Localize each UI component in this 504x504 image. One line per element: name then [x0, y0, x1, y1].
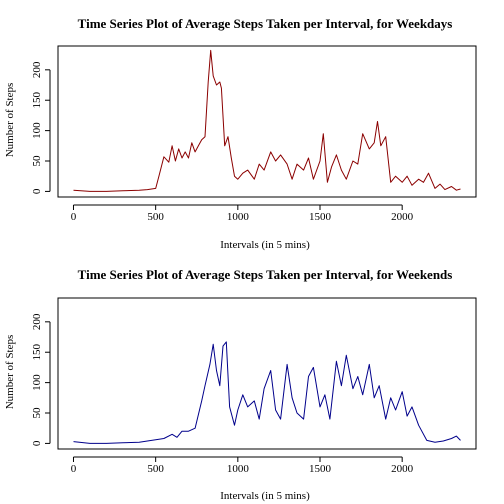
x-tick-label: 1000 [227, 463, 250, 475]
x-axis-label-weekdays: Intervals (in 5 mins) [220, 239, 310, 251]
series-line-weekdays [73, 49, 461, 192]
x-tick-label: 500 [147, 211, 164, 223]
x-tick-label: 2000 [391, 211, 414, 223]
weekdays-chart: Time Series Plot of Average Steps Taken … [4, 16, 477, 251]
y-tick-label: 0 [31, 188, 43, 194]
y-tick-label: 200 [31, 313, 43, 330]
x-tick-label: 1500 [309, 463, 332, 475]
y-tick-label: 0 [31, 440, 43, 446]
y-tick-label: 50 [31, 407, 43, 419]
y-tick-label: 200 [31, 61, 43, 78]
y-tick-label: 150 [31, 91, 43, 108]
y-tick-label: 150 [31, 343, 43, 360]
y-axis-label-weekdays: Number of Steps [4, 83, 16, 158]
y-tick-label: 100 [31, 122, 43, 139]
y-tick-label: 50 [31, 155, 43, 167]
y-tick-label: 100 [31, 374, 43, 391]
series-line-weekends [73, 341, 461, 444]
chart-title-weekends: Time Series Plot of Average Steps Taken … [78, 267, 453, 282]
y-axis-label-weekends: Number of Steps [4, 335, 16, 410]
x-tick-label: 1000 [227, 211, 250, 223]
x-tick-label: 2000 [391, 463, 414, 475]
chart-title-weekdays: Time Series Plot of Average Steps Taken … [78, 16, 453, 31]
x-tick-label: 1500 [309, 211, 332, 223]
x-tick-label: 0 [71, 463, 77, 475]
plot-frame-weekends [57, 297, 477, 450]
plot-frame-weekdays [57, 45, 477, 198]
x-axis-label-weekends: Intervals (in 5 mins) [220, 490, 310, 502]
weekends-chart: Time Series Plot of Average Steps Taken … [4, 267, 477, 502]
x-tick-label: 500 [147, 463, 164, 475]
x-tick-label: 0 [71, 211, 77, 223]
